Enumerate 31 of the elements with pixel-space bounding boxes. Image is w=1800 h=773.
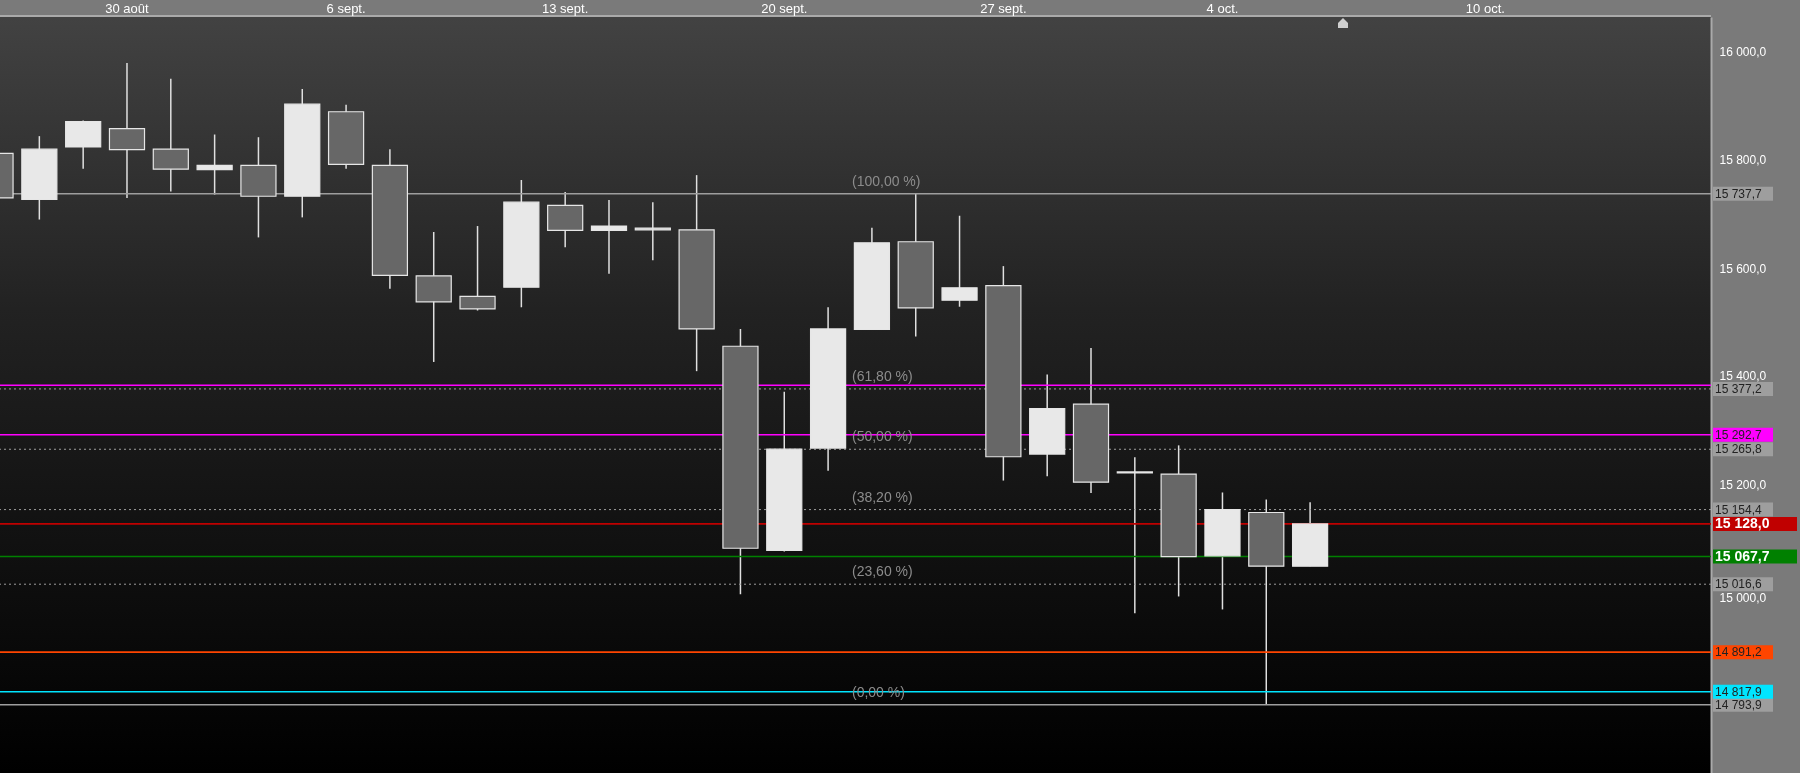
x-tick-label: 10 oct. [1465, 0, 1505, 16]
ref-line-label: 15 154,4 [1715, 502, 1763, 517]
ref-line-label: 15 128,0 [1715, 514, 1770, 531]
x-tick-label: 30 août [105, 0, 150, 16]
y-tick-label: 16 000,0 [1719, 45, 1767, 60]
annotation: (23,60 %) [852, 563, 913, 580]
candlestick [1116, 456, 1153, 614]
x-tick-label: 4 oct. [1206, 0, 1239, 16]
x-tick-label: 27 sept. [980, 0, 1027, 16]
ref-line-label: 14 891,2 [1715, 645, 1763, 660]
y-tick-label: 15 000,0 [1719, 591, 1767, 606]
ref-line-label: 15 265,8 [1715, 442, 1763, 457]
ref-line-label: 15 292,7 [1715, 427, 1763, 442]
ref-line-label: 15 067,7 [1715, 547, 1770, 564]
y-tick-label: 15 200,0 [1719, 478, 1767, 493]
ref-line-label: 14 793,9 [1715, 697, 1763, 712]
annotation: (61,80 %) [852, 367, 913, 384]
ref-line-label: 15 737,7 [1715, 186, 1763, 201]
ref-line-label: 14 817,9 [1715, 684, 1763, 699]
x-tick-label: 20 sept. [761, 0, 808, 16]
annotation: (38,20 %) [852, 488, 913, 505]
candlestick [196, 133, 233, 196]
ref-line-label: 15 377,2 [1715, 381, 1763, 396]
candlestick [590, 199, 628, 275]
y-tick-label: 15 400,0 [1719, 368, 1767, 383]
x-tick-label: 6 sept. [326, 0, 366, 16]
y-tick-label: 15 800,0 [1719, 153, 1767, 168]
x-tick-label: 13 sept. [542, 0, 589, 16]
annotation: (100,00 %) [852, 172, 921, 189]
y-tick-label: 15 600,0 [1719, 261, 1767, 276]
ref-line-label: 15 016,6 [1715, 577, 1763, 592]
